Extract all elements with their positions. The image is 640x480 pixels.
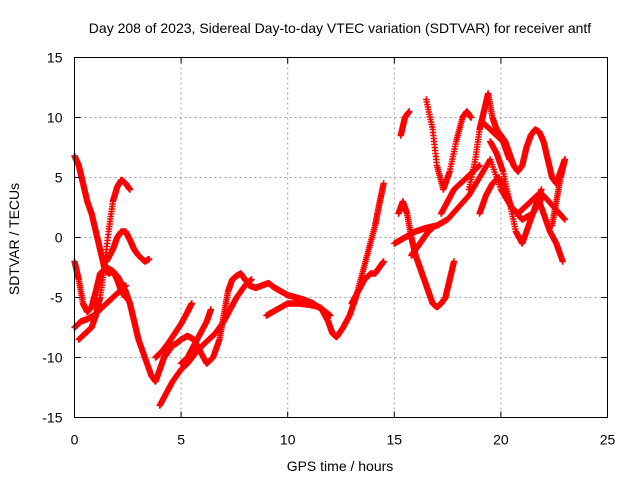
x-tick-label: 0 [71,432,79,448]
y-tick-label: 10 [47,110,63,126]
series-track-18 [438,162,483,217]
point-markers [75,176,134,343]
data-points [71,90,569,409]
point-markers [548,156,569,229]
series-track-17 [487,138,545,247]
point-markers [263,300,334,319]
series-track-6 [156,276,255,409]
chart-title: Day 208 of 2023, Sidereal Day-to-day VTE… [89,20,592,36]
series-track-19 [480,120,513,163]
y-tick-label: 0 [55,230,63,246]
point-markers [397,108,413,139]
point-markers [408,224,436,259]
y-tick-label: -10 [42,350,62,366]
x-tick-label: 20 [493,432,509,448]
point-markers [156,276,255,409]
point-markers [177,306,215,367]
series-track-8 [177,306,215,367]
x-axis-label: GPS time / hours [287,458,394,474]
axis-ticks: 0 5 10 15 20 25 -15 -10 -5 0 5 10 15 [42,50,615,448]
series-track-9 [263,300,334,319]
point-markers [348,258,387,307]
grid-lines [74,57,608,418]
x-tick-label: 10 [280,432,296,448]
y-axis-label: SDTVAR / TECUs [6,183,22,295]
point-markers [152,300,195,361]
x-tick-label: 5 [177,432,185,448]
series-track-4 [103,228,153,265]
x-tick-label: 15 [387,432,403,448]
point-markers [103,228,153,265]
series-track-21 [548,156,569,229]
y-tick-label: -15 [42,410,62,426]
series-track-20 [408,224,436,259]
y-tick-label: 5 [55,170,63,186]
point-markers [480,120,513,163]
series-track-10 [348,258,387,307]
y-tick-label: -5 [50,290,63,306]
point-markers [487,138,545,247]
series-track-13 [423,96,475,193]
series-track-3 [75,176,134,343]
series-track-12 [397,108,413,139]
point-markers [438,162,483,217]
y-tick-label: 15 [47,50,63,66]
x-tick-label: 25 [600,432,616,448]
point-markers [423,96,475,193]
series-track-7 [152,300,195,361]
